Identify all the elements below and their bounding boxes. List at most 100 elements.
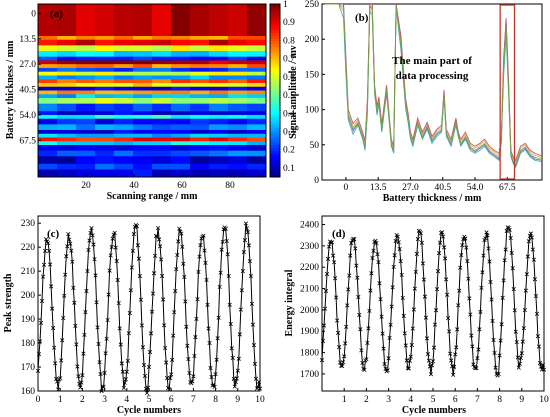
- heatmap-band: [133, 45, 153, 52]
- data-point-marker: [71, 285, 76, 290]
- data-point-marker: [497, 353, 502, 358]
- heatmap-band: [57, 75, 77, 80]
- series-line-4: [322, 4, 542, 162]
- colorbar-step: [270, 151, 280, 155]
- heatmap-band: [209, 56, 229, 61]
- heatmap-band: [228, 75, 248, 80]
- data-point-marker: [418, 231, 423, 236]
- panel-d: 1 2 3 4 5 6 7 8 9 10 1700 1800 1900 2000 2100 2200 2300 2…: [284, 215, 549, 416]
- heatmap-band: [190, 82, 210, 88]
- heatmap-band: [209, 137, 229, 142]
- data-point-marker: [203, 260, 208, 265]
- data-point-marker: [466, 276, 471, 281]
- data-point-marker: [103, 351, 108, 356]
- data-point-marker: [160, 273, 165, 279]
- heatmap-band: [247, 163, 267, 170]
- data-point-marker: [136, 256, 141, 261]
- heatmap-band: [190, 64, 210, 69]
- data-point-marker: [116, 301, 121, 306]
- heatmap-band: [209, 145, 229, 151]
- heatmap-band: [38, 90, 58, 95]
- axes-a: 20 40 60 80 0 13.5 27.0 40.5 54.0 67.5: [19, 9, 235, 191]
- data-point-marker: [426, 358, 432, 363]
- heatmap-band: [114, 145, 134, 151]
- heatmap-band: [171, 111, 191, 116]
- data-point-marker: [84, 288, 89, 294]
- data-point-marker: [177, 226, 182, 231]
- colorbar-step: [270, 104, 280, 109]
- data-point-marker: [214, 357, 219, 362]
- heatmap-band: [76, 98, 96, 104]
- heatmap-band: [38, 75, 58, 80]
- heatmap-band: [133, 39, 153, 46]
- data-point-marker: [340, 364, 345, 369]
- heatmap-band: [76, 118, 96, 125]
- data-point-marker: [244, 226, 249, 231]
- heatmap-band: [209, 150, 229, 157]
- heatmap-band: [171, 64, 191, 69]
- heatmap-band: [114, 67, 134, 72]
- data-point-marker: [419, 240, 424, 245]
- data-point-marker: [164, 360, 169, 365]
- heatmap-band: [171, 39, 191, 46]
- heatmap-band: [247, 141, 267, 146]
- colorbar-step: [270, 153, 280, 158]
- data-point-marker: [78, 385, 83, 390]
- y-tick-label: 2300: [300, 242, 319, 252]
- data-point-marker: [173, 289, 178, 294]
- heatmap-band: [247, 56, 267, 61]
- data-point-marker: [464, 245, 469, 250]
- data-point-marker: [498, 338, 503, 343]
- data-point-marker: [453, 352, 458, 357]
- heatmap-band: [152, 79, 172, 84]
- data-point-marker: [90, 233, 95, 238]
- data-point-marker: [358, 327, 363, 332]
- heatmap-band: [171, 67, 191, 72]
- data-point-marker: [353, 246, 358, 251]
- y-tick-label: 67.5: [19, 136, 36, 146]
- heatmap-band: [152, 129, 172, 135]
- heatmap-band: [209, 118, 229, 125]
- data-point-marker: [536, 344, 542, 349]
- heatmap-band: [95, 75, 115, 80]
- data-point-marker: [243, 221, 248, 226]
- heatmap-band: [190, 4, 210, 37]
- heatmap-band: [209, 163, 229, 170]
- data-point-marker: [184, 324, 189, 329]
- heatmap-band: [228, 67, 248, 72]
- data-point-marker: [224, 238, 229, 244]
- heatmap-band: [95, 169, 115, 178]
- heatmap-band: [76, 145, 96, 151]
- data-point-marker: [344, 324, 349, 329]
- data-point-marker: [451, 372, 456, 377]
- data-point-marker: [323, 288, 329, 294]
- data-point-marker: [492, 350, 497, 355]
- heatmap-band: [95, 118, 115, 125]
- data-point-marker: [40, 274, 46, 279]
- colorbar-step: [270, 156, 280, 161]
- plot-frame-b: [321, 3, 543, 181]
- heatmap-band: [247, 79, 267, 84]
- heatmap-band: [228, 133, 248, 138]
- heatmap-band: [247, 103, 267, 112]
- heatmap-band: [114, 156, 134, 165]
- heatmap-band: [95, 129, 115, 135]
- heatmap-band: [114, 45, 134, 52]
- heatmap-band: [209, 35, 229, 41]
- heatmap-band: [171, 79, 191, 84]
- heatmap-band: [57, 141, 77, 146]
- heatmap-band: [57, 114, 77, 120]
- data-point-marker: [110, 236, 115, 241]
- y-tick-label: 50: [310, 141, 320, 151]
- data-point-marker: [448, 351, 453, 356]
- heatmap-band: [57, 150, 77, 157]
- data-point-marker: [80, 373, 85, 378]
- heatmap-band: [152, 118, 172, 125]
- colorbar-tick-label: 0.6: [283, 73, 295, 83]
- heatmap-band: [247, 35, 267, 41]
- heatmap-band: [171, 75, 191, 80]
- heatmap-band: [76, 64, 96, 69]
- data-point-marker: [107, 268, 112, 273]
- colorbar-step: [270, 12, 280, 17]
- highlight-box: [499, 4, 516, 180]
